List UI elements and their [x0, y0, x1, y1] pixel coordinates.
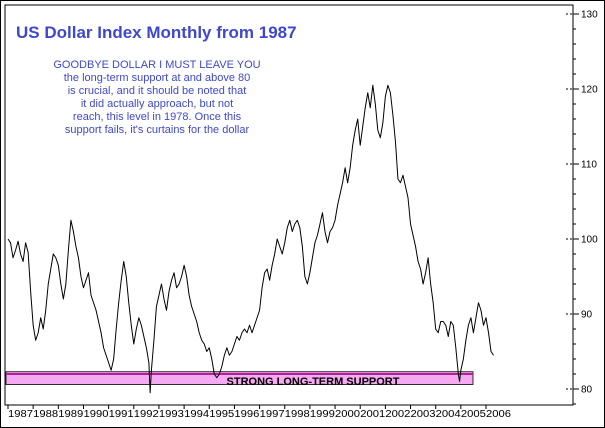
x-tick-label: 1991 — [109, 409, 134, 420]
y-axis: 80 90 100 110 120 130 — [566, 10, 598, 405]
x-tick-label: 1999 — [310, 409, 335, 420]
x-tick-label: 1994 — [184, 409, 209, 420]
annotation-line: the long-term support at and above 80 — [64, 72, 251, 84]
annotation-line: it did actually approach, but not — [81, 98, 233, 110]
annotation-line: GOODBYE DOLLAR I MUST LEAVE YOU — [53, 59, 260, 71]
annotation-line: reach, this level in 1978. Once this — [73, 111, 242, 123]
x-tick-label: 1997 — [260, 409, 285, 420]
series-layer — [7, 84, 494, 394]
support-band-layer: STRONG LONG-TERM SUPPORT — [5, 371, 474, 388]
x-tick-label: 1998 — [285, 409, 310, 420]
series-line — [7, 84, 494, 394]
x-tick-label: 2004 — [436, 409, 461, 420]
x-tick-label: 1988 — [33, 409, 58, 420]
x-tick-label: 1992 — [134, 409, 159, 420]
x-tick-label: 2001 — [360, 409, 385, 420]
x-tick-label: 1996 — [234, 409, 259, 420]
x-tick-label: 2003 — [411, 409, 436, 420]
x-tick-label: 2002 — [385, 409, 410, 420]
y-tick-label: 130 — [581, 10, 598, 21]
x-tick-label: 1987 — [8, 409, 33, 420]
x-axis: 1987 1988 1989 1990 1991 1992 1993 1994 1995 1996… — [5, 404, 573, 420]
y-tick-label: 120 — [581, 85, 598, 96]
support-band-label: STRONG LONG-TERM SUPPORT — [227, 376, 400, 388]
annotation-block: GOODBYE DOLLAR I MUST LEAVE YOU the long… — [53, 59, 260, 136]
x-tick-label: 2000 — [335, 409, 360, 420]
chart-title: US Dollar Index Monthly from 1987 — [16, 23, 297, 42]
plot-area — [4, 4, 574, 406]
annotation-line: is crucial, and it should be noted that — [68, 85, 247, 97]
x-tick-label: 1990 — [83, 409, 108, 420]
y-tick-label: 90 — [581, 310, 593, 321]
x-tick-label: 2006 — [486, 409, 511, 420]
x-tick-label: 1995 — [209, 409, 234, 420]
x-tick-label: 1993 — [159, 409, 184, 420]
y-tick-label: 100 — [581, 235, 598, 246]
x-tick-label: 1989 — [58, 409, 83, 420]
x-tick-label: 2005 — [461, 409, 486, 420]
annotation-line: support fails, it's curtains for the dol… — [65, 124, 250, 136]
y-tick-label: 80 — [581, 385, 593, 396]
y-tick-label: 110 — [581, 160, 597, 171]
